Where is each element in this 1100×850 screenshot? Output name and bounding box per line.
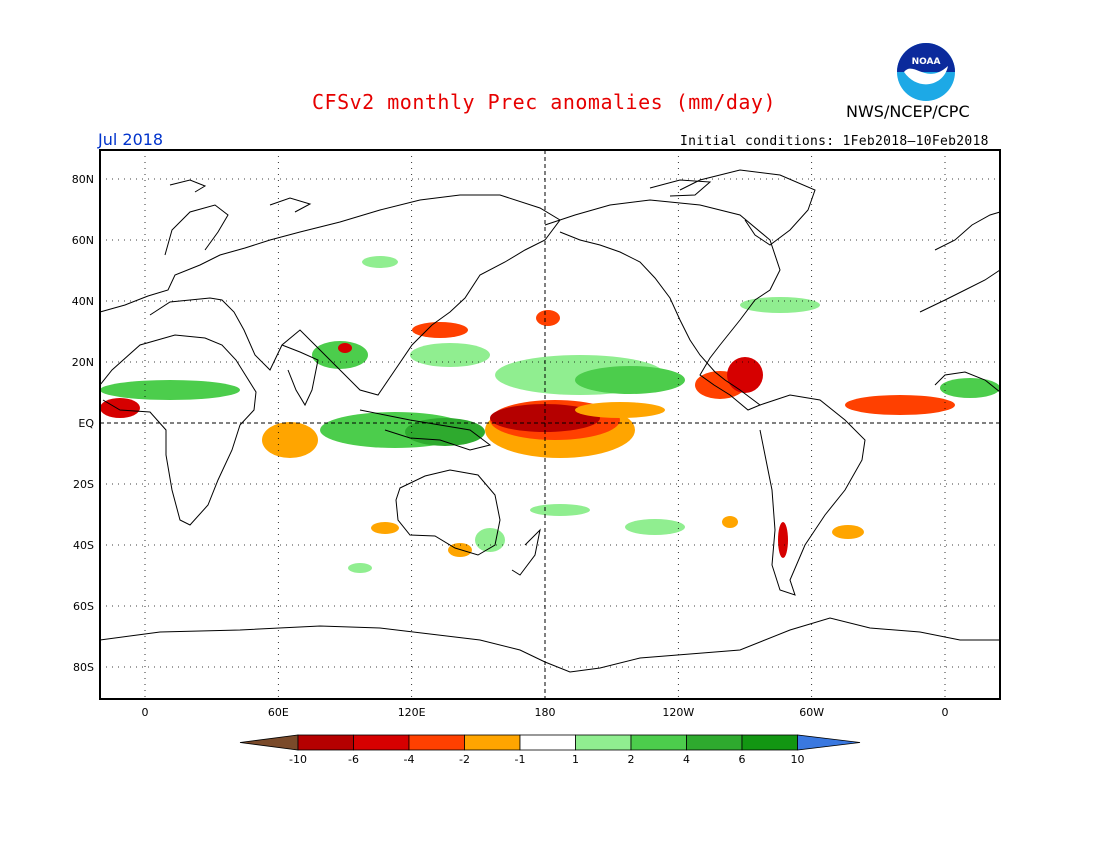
dry-anomaly [832, 525, 864, 539]
colorbar-label: -4 [404, 753, 415, 766]
dry-anomaly [536, 310, 560, 326]
wet-anomaly [625, 519, 685, 535]
coastlines [99, 169, 1001, 673]
wet-anomaly [410, 343, 490, 367]
coastline [919, 269, 1001, 313]
colorbar-arrow-left [239, 734, 299, 751]
noaa-logo: NOAA [897, 43, 955, 101]
colorbar-segment [741, 734, 798, 751]
coastline [395, 469, 501, 556]
coastline [511, 528, 541, 576]
coastline [169, 179, 207, 193]
lon-label: 120E [398, 706, 426, 719]
dry-anomaly [722, 516, 738, 528]
longitude-labels: 0 60E 120E 180 120W 60W 0 [142, 706, 949, 719]
dry-anomaly [100, 398, 140, 418]
map-frame [99, 149, 1001, 700]
noaa-logo-text: NOAA [912, 57, 941, 67]
colorbar-label: 10 [791, 753, 805, 766]
lon-label: 120W [662, 706, 694, 719]
lat-label: EQ [78, 417, 94, 430]
grid-lines [100, 150, 1000, 699]
lat-label: 40S [73, 539, 94, 552]
coastline [99, 194, 561, 396]
coastline [679, 169, 816, 246]
wet-anomaly [740, 297, 820, 313]
colorbar-segment [464, 734, 521, 751]
coastline [281, 344, 319, 407]
lon-label: 60W [799, 706, 824, 719]
coastline [934, 371, 1001, 393]
wet-anomaly [530, 504, 590, 516]
coastline [649, 179, 712, 197]
dry-anomaly [412, 322, 468, 338]
colorbar-label: 6 [739, 753, 746, 766]
colorbar-segment [630, 734, 687, 751]
coastline [99, 617, 1000, 673]
lat-label: 80N [72, 173, 94, 186]
wet-anomaly [362, 256, 398, 268]
month-label: Jul 2018 [98, 130, 164, 149]
coastline [164, 204, 229, 256]
colorbar-label: 1 [572, 753, 579, 766]
wet-anomaly [575, 366, 685, 394]
dry-anomaly [338, 343, 352, 353]
colorbar-arrow-right [797, 734, 861, 751]
colorbar-segment [408, 734, 465, 751]
lon-label: 0 [142, 706, 149, 719]
colorbar-segment [519, 734, 576, 751]
dry-anomaly [778, 522, 788, 558]
coastline [269, 197, 312, 213]
colorbar-label: 4 [683, 753, 690, 766]
colorbar-label: -2 [459, 753, 470, 766]
dry-anomaly [262, 422, 318, 458]
org-label: NWS/NCEP/CPC [846, 102, 970, 121]
lat-label: 20N [72, 356, 94, 369]
coastline [359, 409, 492, 451]
coastline [544, 199, 781, 411]
colorbar-segment [353, 734, 410, 751]
dry-anomaly [727, 357, 763, 393]
coastline [99, 334, 257, 526]
chart-title: CFSv2 monthly Prec anomalies (mm/day) [312, 90, 777, 114]
colorbar-label: 2 [628, 753, 635, 766]
lat-label: 20S [73, 478, 94, 491]
colorbar: -10 -6 -4 -2 -1 1 2 4 6 10 [239, 734, 861, 766]
colorbar-segment [686, 734, 743, 751]
wet-anomaly [940, 378, 1000, 398]
coastline [759, 394, 866, 596]
initial-conditions: Initial conditions: 1Feb2018–10Feb2018 [680, 134, 989, 149]
lat-label: 60N [72, 234, 94, 247]
lon-label: 180 [535, 706, 556, 719]
colorbar-segment [297, 734, 354, 751]
latitude-labels: 80N 60N 40N 20N EQ 20S 40S 60S 80S [72, 173, 95, 674]
anomaly-fields [100, 256, 1000, 573]
dry-anomaly [371, 522, 399, 534]
coastline [934, 211, 1001, 251]
dry-anomaly [575, 402, 665, 418]
lat-label: 60S [73, 600, 94, 613]
lon-label: 60E [268, 706, 289, 719]
lat-label: 40N [72, 295, 94, 308]
colorbar-segment [575, 734, 632, 751]
lon-label: 0 [942, 706, 949, 719]
wet-anomaly [100, 380, 240, 400]
colorbar-label: -1 [515, 753, 526, 766]
wet-anomaly [348, 563, 372, 573]
dry-anomaly [845, 395, 955, 415]
colorbar-label: -6 [348, 753, 359, 766]
wet-anomaly [312, 341, 368, 369]
colorbar-label: -10 [289, 753, 307, 766]
lat-label: 80S [73, 661, 94, 674]
